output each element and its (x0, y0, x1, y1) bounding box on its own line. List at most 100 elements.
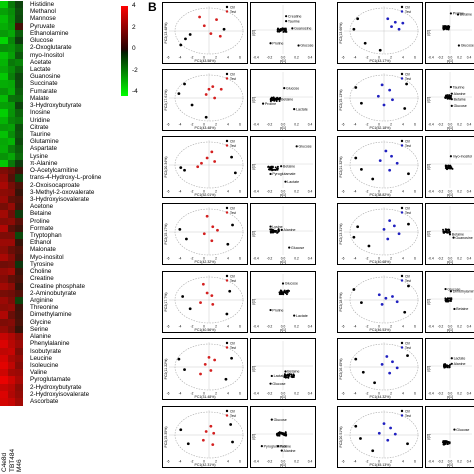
x-axis-label: p[1] (447, 193, 453, 197)
loading-point (442, 28, 445, 31)
y-axis-label: PC2(20.34%) (164, 156, 168, 177)
metabolite-label: trans-4-Hydroxy-L-proline (30, 174, 102, 182)
x-axis-label: p[1] (447, 395, 453, 399)
loading-point (448, 233, 452, 236)
y-axis-label: PC2(17.7%) (164, 292, 168, 311)
heatmap-cell (15, 260, 24, 269)
score-point (230, 356, 233, 360)
score-point (407, 172, 410, 176)
loading-point (448, 94, 451, 97)
legend-label: Ctrl (405, 342, 410, 346)
loading-point (446, 299, 449, 302)
score-point (406, 442, 409, 446)
x-axis-label: PC1(52.01%) (194, 193, 215, 197)
heatmap-cell (0, 390, 8, 399)
pca-score-plot: Ctrl Test -6 -4 -2 0 2 4 6 PC1(31.48%) PC2(11.22%) (162, 338, 248, 400)
heatmap-cell (7, 369, 16, 377)
x-tick-label: -2 (191, 56, 194, 60)
loading-point (268, 168, 271, 171)
score-point (205, 156, 209, 160)
x-axis-label: PC1(52.18%) (369, 126, 390, 130)
legend-label: Test (230, 77, 236, 81)
x-tick-label: 2 (215, 257, 217, 261)
score-point (211, 302, 215, 306)
x-tick-label: -0.4 (428, 325, 434, 329)
loading-point (277, 432, 280, 435)
heatmap-cell (15, 65, 24, 74)
score-point (202, 24, 206, 28)
x-tick-label: -4 (179, 460, 182, 464)
x-tick-label: 0 (378, 123, 380, 127)
heatmap-cell (15, 289, 24, 298)
pca-score-plot: Ctrl Test -6 -4 -2 0 2 4 6 PC1(45.13%) PC2(20.51%) (337, 406, 423, 468)
score-point (397, 27, 401, 31)
heatmap-cell (7, 318, 16, 327)
legend-label: Test (230, 279, 236, 283)
heatmap-cell (15, 195, 24, 204)
x-tick-label: 0.4 (467, 460, 472, 464)
x-tick-label: 6 (414, 56, 416, 60)
heatmap-cell (0, 181, 8, 190)
metabolite-annotation: Betaine (456, 307, 468, 311)
x-tick-label: -4 (179, 325, 182, 329)
loading-point (442, 228, 444, 231)
heatmap-cell (15, 87, 24, 96)
metabolite-label: 2-Hydroxyisovalerate (30, 390, 90, 398)
loading-point (283, 289, 286, 292)
metabolite-label: Acetone (30, 203, 54, 211)
heatmap-cell (7, 80, 16, 88)
metabolite-label: 2-Oxoglutarate (30, 44, 72, 52)
x-tick-label: -4 (354, 460, 357, 464)
heatmap-cell (7, 275, 16, 283)
score-point (371, 177, 375, 181)
metabolite-annotation: Alanine (454, 362, 466, 366)
metabolite-annotation: Creatine (288, 14, 302, 18)
x-tick-label: 6 (414, 123, 416, 127)
x-tick-label: -4 (179, 392, 182, 396)
heatmap-cell (7, 8, 16, 16)
heatmap-cell (7, 167, 16, 175)
metabolite-label: Dimethylamine (30, 311, 72, 319)
loading-point (272, 168, 275, 171)
x-axis-label: p[1] (447, 126, 453, 130)
score-point (395, 366, 399, 370)
loading-point (448, 26, 451, 29)
y-axis-label: p[2] (252, 231, 256, 237)
loading-point (288, 246, 291, 249)
heatmap-cell (15, 390, 24, 399)
heatmap-cell (15, 362, 24, 370)
legend-label: Ctrl (405, 73, 410, 77)
heatmap-cell (15, 1, 24, 9)
heatmap-cell (0, 289, 8, 298)
loading-point (445, 231, 447, 234)
x-tick-label: 0 (203, 123, 205, 127)
score-point (177, 92, 181, 96)
x-tick-label: 0.2 (294, 123, 299, 127)
y-axis-label: PC2(15.17%) (164, 223, 168, 244)
heatmap-cell (7, 217, 16, 226)
metabolite-annotation: Betaine (283, 164, 295, 168)
heatmap-cell (15, 383, 24, 392)
loading-point (443, 26, 446, 29)
heatmap-cell (0, 80, 8, 88)
heatmap-cell (0, 318, 8, 327)
score-point (207, 355, 211, 359)
metabolite-annotation: Betaine (452, 233, 464, 237)
loading-point (283, 29, 286, 32)
x-tick-label: 6 (239, 123, 241, 127)
heatmap-cell (0, 311, 8, 319)
score-point (233, 171, 237, 175)
x-tick-label: 0.2 (457, 392, 462, 396)
x-tick-label: 4 (227, 123, 229, 127)
metabolite-label: Myo-inositol (30, 253, 64, 261)
score-point (407, 284, 410, 288)
x-tick-label: -2 (366, 190, 369, 194)
score-point (377, 431, 381, 435)
x-tick-label: 4 (227, 460, 229, 464)
loading-point (269, 228, 272, 231)
